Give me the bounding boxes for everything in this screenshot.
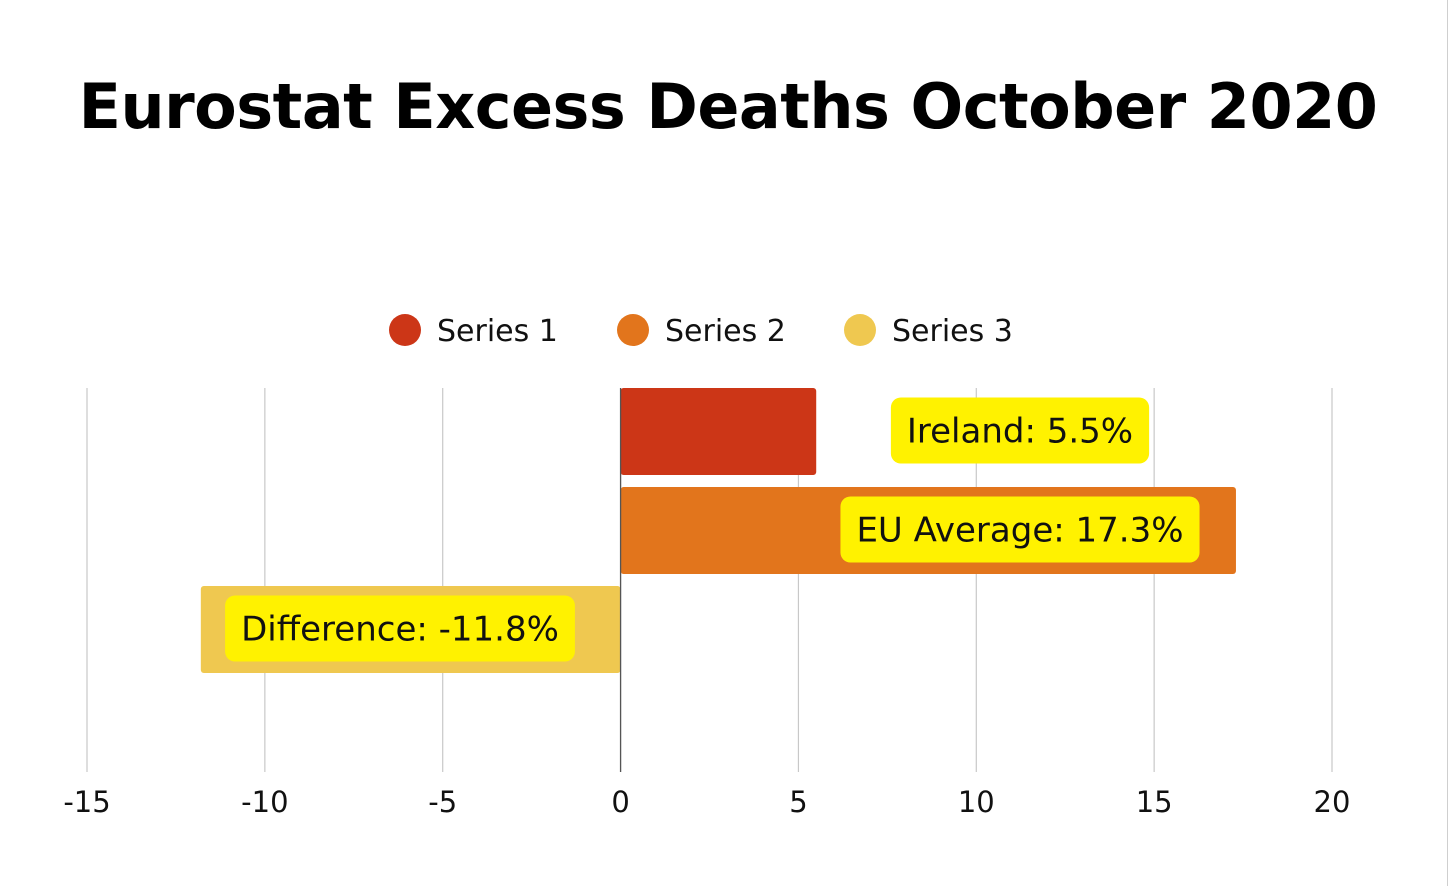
legend: Series 1 Series 2 Series 3	[389, 314, 1013, 349]
x-tick-label: -15	[63, 785, 110, 819]
x-tick-label: -5	[428, 785, 457, 819]
annotation-box	[225, 595, 575, 662]
data-label: EU Average: 17.3%	[856, 511, 1183, 551]
legend-swatch	[844, 314, 876, 346]
legend-item: Series 3	[844, 314, 1013, 349]
legend-item: Series 2	[617, 314, 786, 349]
data-label: Ireland: 5.5%	[907, 412, 1133, 452]
legend-label: Series 2	[665, 314, 786, 349]
bar-series-1	[620, 388, 817, 475]
legend-swatch	[617, 314, 649, 346]
legend-label: Series 1	[437, 314, 558, 349]
legend-label: Series 3	[892, 314, 1013, 349]
annotation-label: EU Average: 17.3%	[840, 496, 1200, 563]
annotation-label: Ireland: 5.5%	[890, 397, 1150, 464]
annotation-box	[890, 397, 1150, 464]
x-tick-label: 15	[1136, 785, 1173, 819]
x-axis-ticks: -15 -10 -5 0 5 10 15 20	[63, 785, 1350, 819]
x-tick-label: 5	[789, 785, 807, 819]
annotations: Ireland: 5.5% EU Average: 17.3% Difference…	[225, 397, 1200, 662]
page-edge	[1447, 0, 1456, 886]
annotation-box	[840, 496, 1200, 563]
x-tick-label: 20	[1314, 785, 1351, 819]
x-tick-label: 10	[958, 785, 995, 819]
x-tick-label: -10	[241, 785, 288, 819]
x-tick-label: 0	[611, 785, 629, 819]
annotation-label: Difference: -11.8%	[225, 595, 575, 662]
legend-swatch	[389, 314, 421, 346]
data-label: Difference: -11.8%	[241, 610, 559, 650]
chart-title: Eurostat Excess Deaths October 2020	[78, 70, 1378, 143]
legend-item: Series 1	[389, 314, 558, 349]
